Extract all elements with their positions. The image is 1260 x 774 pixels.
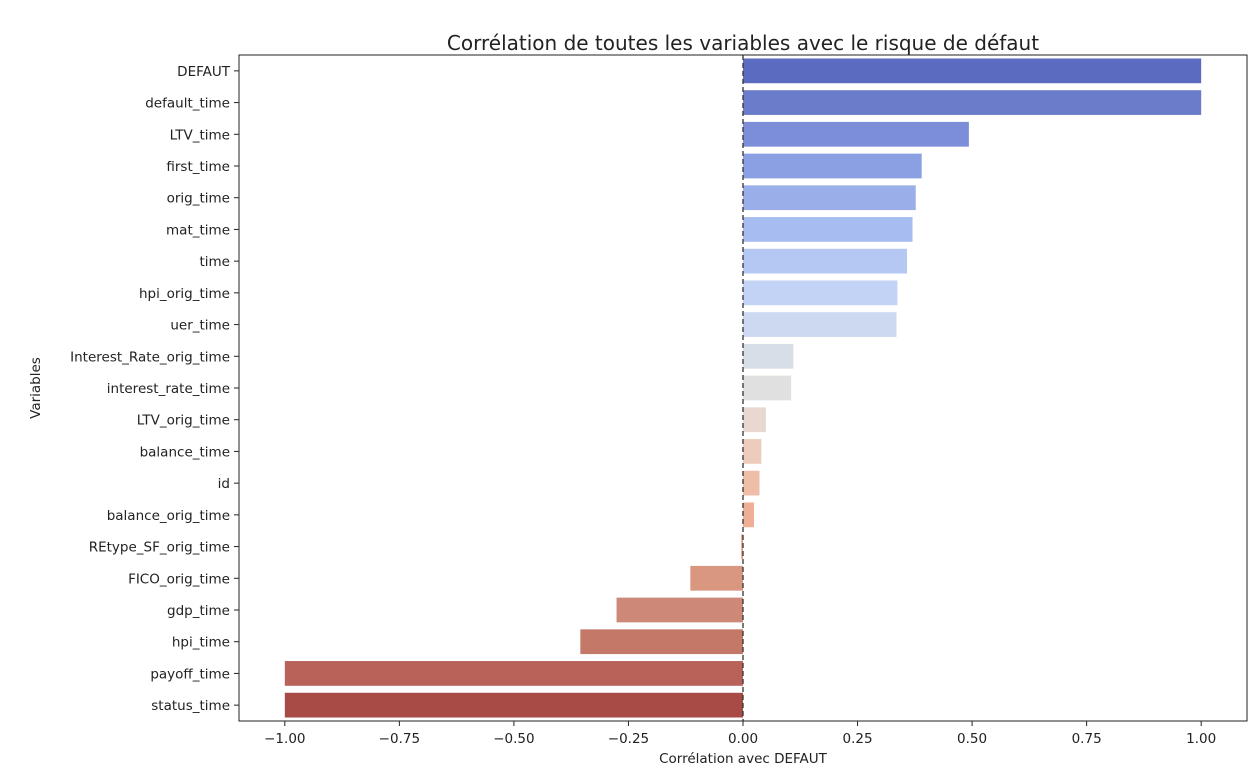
y-tick-label: orig_time <box>167 191 230 207</box>
y-tick-label: balance_time <box>140 444 230 460</box>
x-axis-label: Corrélation avec DEFAUT <box>659 751 828 767</box>
y-tick-label: uer_time <box>170 318 230 334</box>
bar <box>284 692 743 718</box>
y-tick-label: status_time <box>151 698 230 714</box>
bars-layer <box>284 58 1202 718</box>
bar <box>743 121 969 147</box>
y-tick-label: interest_rate_time <box>107 381 230 397</box>
bar <box>743 90 1202 115</box>
bar <box>743 439 762 464</box>
x-tick-label: 0.50 <box>957 731 987 747</box>
bar <box>616 597 743 623</box>
x-tick-label: 0.00 <box>728 731 758 747</box>
x-tick-label: 1.00 <box>1186 731 1216 747</box>
y-tick-label: mat_time <box>166 222 230 238</box>
bar <box>743 280 898 306</box>
y-tick-label: LTV_time <box>170 127 230 143</box>
bar <box>743 343 794 369</box>
y-tick-label: Interest_Rate_orig_time <box>70 349 230 365</box>
y-tick-label: balance_orig_time <box>107 508 230 524</box>
y-tick-label: DEFAUT <box>177 64 231 80</box>
x-tick-label: −1.00 <box>264 731 305 747</box>
x-tick-label: −0.25 <box>608 731 649 747</box>
y-tick-label: gdp_time <box>167 603 230 619</box>
y-axis-label: Variables <box>28 357 44 419</box>
bar <box>741 534 743 559</box>
bar <box>743 58 1202 84</box>
bar <box>580 629 743 655</box>
x-tick-label: 0.25 <box>843 731 873 747</box>
x-tick-label: −0.75 <box>379 731 420 747</box>
bar <box>690 565 743 591</box>
y-tick-label: payoff_time <box>150 666 230 682</box>
bar <box>743 312 897 337</box>
chart-title: Corrélation de toutes les variables avec… <box>447 31 1039 55</box>
y-tick-label: LTV_orig_time <box>137 413 230 429</box>
y-tick-label: REtype_SF_orig_time <box>89 540 230 556</box>
y-axis-ticks: DEFAUT default_time LTV_time first_timeorig… <box>70 64 239 714</box>
y-tick-label: time <box>199 254 230 270</box>
y-tick-label: hpi_orig_time <box>139 286 230 302</box>
bar <box>743 185 916 211</box>
bar <box>743 375 792 401</box>
y-tick-label: first_time <box>166 159 230 175</box>
y-tick-label: FICO_orig_time <box>128 571 230 587</box>
x-tick-label: 0.75 <box>1072 731 1102 747</box>
bar <box>743 217 913 242</box>
bar <box>743 502 754 528</box>
bar <box>284 661 743 686</box>
y-tick-label: id <box>218 476 230 492</box>
bar <box>743 248 908 274</box>
y-tick-label: default_time <box>145 96 230 112</box>
x-axis-ticks: −1.00 −0.75 −0.50 −0.25 0.00 0.25 0.50 0.75 1.00 <box>264 721 1216 747</box>
bar <box>743 407 766 433</box>
x-tick-label: −0.50 <box>493 731 534 747</box>
y-tick-label: hpi_time <box>172 635 230 651</box>
bar <box>743 153 922 179</box>
bar <box>743 470 760 496</box>
